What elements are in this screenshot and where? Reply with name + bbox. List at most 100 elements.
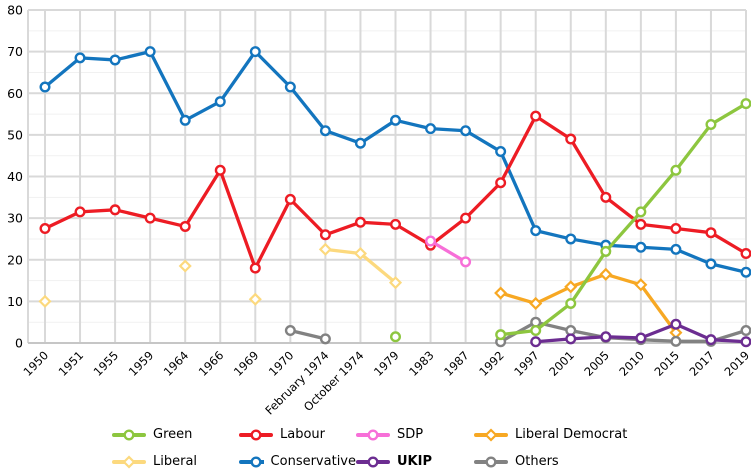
data-point-marker (600, 191, 612, 203)
legend-swatch-ukip (356, 455, 390, 468)
data-point-marker (460, 125, 472, 137)
data-point-marker (484, 427, 498, 442)
data-point-marker (670, 318, 682, 330)
data-point-marker (122, 454, 136, 469)
data-point-marker (494, 286, 508, 300)
data-point-marker (109, 204, 121, 216)
x-axis-tick-label: 1969 (231, 348, 262, 379)
y-axis-tick-label: 40 (7, 169, 23, 184)
data-point-marker (390, 218, 402, 230)
data-point-marker (179, 114, 191, 126)
data-point-marker (565, 333, 577, 345)
y-axis-tick-label: 0 (15, 336, 23, 351)
data-point-marker (670, 164, 682, 176)
data-point-marker (635, 332, 647, 344)
data-point-marker (564, 280, 578, 294)
data-point-marker (390, 114, 402, 126)
data-point-marker (529, 296, 543, 311)
legend-item-labour: Labour (239, 427, 356, 443)
legend-item-liberal-democrat: Liberal Democrat (474, 427, 674, 443)
data-point-marker (565, 233, 577, 245)
series-line-green (498, 102, 748, 337)
series-ukip (530, 318, 751, 348)
data-point-marker (705, 227, 717, 239)
legend-label: Conservative (270, 454, 356, 469)
data-point-marker (530, 336, 542, 348)
x-axis-tick-label: 2005 (581, 348, 612, 379)
data-point-marker (485, 455, 497, 468)
data-point-marker (635, 206, 647, 218)
x-axis-tick-label: 2019 (722, 348, 751, 379)
data-point-marker (250, 455, 262, 468)
legend-label: Others (515, 454, 559, 469)
data-point-marker (670, 243, 682, 255)
x-axis-tick-label: 1950 (21, 348, 52, 379)
data-point-marker (214, 96, 226, 108)
x-axis-tick-label: 1992 (476, 348, 507, 379)
legend: Green Labour SDP Liberal Democrat Liberal Con… (112, 421, 712, 475)
x-axis-tick-label: 2001 (546, 348, 577, 379)
y-axis-tick-label: 80 (7, 3, 23, 18)
legend-swatch-others (474, 455, 508, 468)
data-point-marker (740, 248, 751, 260)
series-liberal (38, 242, 403, 308)
data-point-marker (74, 52, 86, 64)
legend-label: SDP (397, 427, 424, 442)
data-point-marker (634, 278, 648, 292)
x-axis-tick-label: 2010 (616, 348, 647, 379)
legend-item-green: Green (112, 427, 239, 443)
data-point-marker (214, 164, 226, 176)
data-point-marker (123, 428, 135, 441)
data-point-marker (460, 256, 472, 268)
legend-item-others: Others (474, 454, 674, 470)
series-line-sdp (428, 239, 468, 264)
x-axis-tick-label: 1987 (441, 348, 472, 379)
legend-label: Labour (280, 427, 325, 442)
data-point-marker (635, 218, 647, 230)
data-point-marker (740, 98, 751, 110)
y-axis-tick-label: 60 (7, 86, 23, 101)
data-point-marker (284, 193, 296, 205)
data-point-marker (38, 294, 52, 308)
data-point-marker (248, 292, 262, 306)
x-axis-tick-label: 1983 (406, 348, 437, 379)
data-point-marker (740, 336, 751, 348)
data-point-marker (353, 246, 368, 261)
data-point-marker (460, 212, 472, 224)
x-axis-tick-label: 1964 (161, 348, 192, 379)
x-axis-tick-label: 1955 (91, 348, 122, 379)
data-point-marker (74, 206, 86, 218)
data-point-marker (318, 242, 332, 256)
legend-swatch-labour (239, 428, 273, 441)
legend-label: Liberal Democrat (515, 427, 628, 442)
data-point-marker (144, 46, 156, 58)
data-point-marker (354, 137, 366, 149)
legend-swatch-liberal (112, 454, 146, 469)
y-axis-tick-label: 10 (7, 294, 23, 309)
data-point-marker (249, 46, 261, 58)
data-point-marker (530, 225, 542, 237)
data-point-marker (425, 123, 437, 135)
data-point-marker (319, 333, 331, 345)
data-point-marker (599, 267, 613, 281)
x-axis-tick-label: 1997 (511, 348, 542, 379)
data-point-marker (354, 216, 366, 228)
legend-swatch-sdp (356, 428, 390, 441)
data-point-marker (249, 262, 261, 274)
data-point-marker (367, 455, 379, 468)
legend-swatch-liberal-democrat (474, 427, 508, 442)
y-axis-tick-label: 20 (7, 252, 23, 267)
data-point-marker (705, 118, 717, 130)
data-point-marker (284, 325, 296, 337)
data-point-marker (565, 297, 577, 309)
x-axis-tick-label: 1959 (126, 348, 157, 379)
data-point-marker (495, 177, 507, 189)
legend-row: Liberal Conservative UKIP Others (112, 448, 712, 475)
data-point-marker (565, 133, 577, 145)
data-point-marker (39, 223, 51, 235)
data-point-marker (635, 241, 647, 253)
data-point-marker (144, 212, 156, 224)
x-axis-tick-label: 1970 (266, 348, 297, 379)
